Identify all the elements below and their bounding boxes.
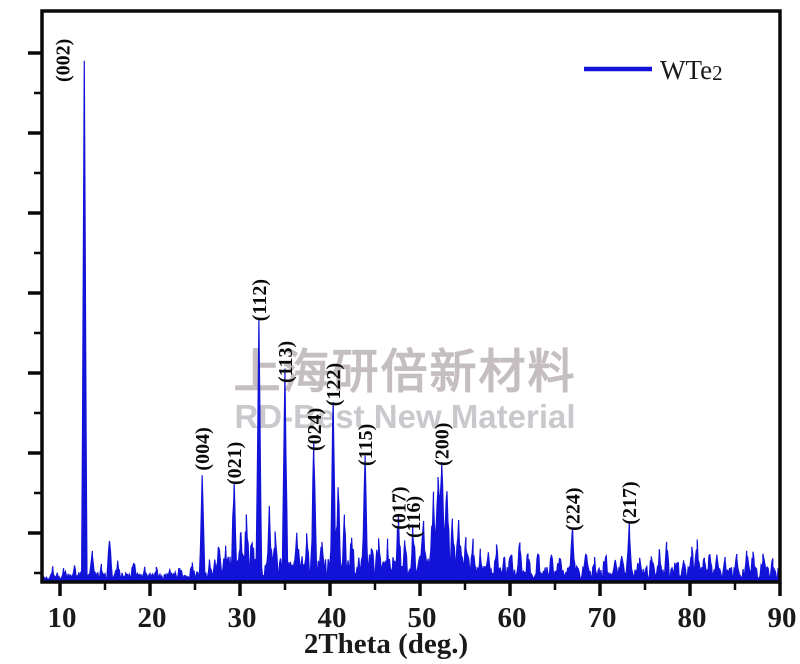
x-tick-label-90: 90 — [768, 602, 797, 634]
peak-label-002: (002) — [52, 39, 74, 82]
x-tick-label-80: 80 — [678, 602, 707, 634]
diffraction-trace — [41, 60, 781, 582]
peak-label-122: (122) — [323, 363, 345, 406]
axes — [28, 9, 782, 596]
peak-label-004: (004) — [192, 427, 214, 470]
x-tick-label-10: 10 — [48, 602, 77, 634]
peak-label-113: (113) — [275, 341, 297, 383]
legend-label-subscript: 2 — [712, 61, 723, 85]
x-tick-labels: 10 20 30 40 50 60 70 80 90 — [48, 602, 797, 634]
x-tick-label-60: 60 — [498, 602, 527, 634]
x-tick-label-50: 50 — [408, 602, 437, 634]
peak-labels: (002) (004) (021) (112)(113) (024)(122) (115)… — [52, 39, 641, 538]
peak-label-217: (217) — [619, 481, 641, 524]
x-tick-label-40: 40 — [318, 602, 347, 634]
watermark-en-text: RD-Best New Material — [234, 398, 575, 435]
peak-label-115: (115) — [355, 424, 377, 466]
legend-label-main: WTe — [660, 55, 712, 85]
watermark-cn-text: 上海研倍新材料 — [234, 345, 577, 398]
trace-layer — [41, 60, 781, 582]
x-axis-title: 2Theta (deg.) — [304, 628, 468, 660]
peak-label-024: (024) — [304, 408, 326, 451]
peak-label-200: (200) — [432, 423, 454, 466]
peak-label-224: (224) — [563, 488, 585, 531]
x-tick-label-20: 20 — [138, 602, 167, 634]
peak-label-021: (021) — [224, 442, 246, 485]
legend: WTe2 — [584, 55, 723, 85]
legend-label: WTe2 — [660, 55, 723, 85]
peak-label-112: (112) — [249, 279, 271, 321]
peak-label-116: (116) — [403, 496, 425, 538]
x-tick-label-30: 30 — [228, 602, 257, 634]
plot-frame — [40, 9, 782, 584]
x-tick-label-70: 70 — [588, 602, 617, 634]
watermark: 上海研倍新材料 RD-Best New Material — [234, 345, 577, 435]
peak-label-017: (017) — [388, 486, 410, 529]
